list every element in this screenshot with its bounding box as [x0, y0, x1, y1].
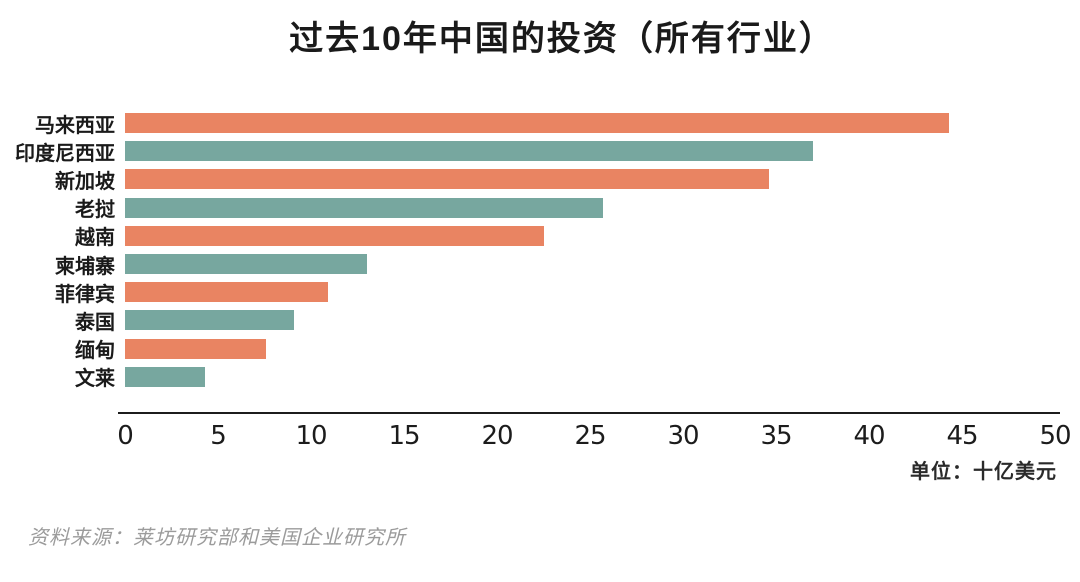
bar-rows: 马来西亚印度尼西亚新加坡老挝越南柬埔寨菲律宾泰国缅甸文莱: [0, 109, 1080, 391]
bar: [125, 366, 205, 387]
category-label: 印度尼西亚: [15, 142, 115, 165]
category-label: 缅甸: [75, 340, 115, 363]
bar-row: 马来西亚: [0, 109, 1080, 137]
bar: [125, 225, 544, 246]
bar-row: 印度尼西亚: [0, 137, 1080, 165]
category-label: 新加坡: [55, 170, 115, 193]
x-axis-tick-label: 45: [946, 421, 978, 451]
x-axis-tick-label: 5: [210, 421, 227, 451]
bar-row: 菲律宾: [0, 278, 1080, 306]
x-axis-ticks: 0 5 10 15 20 25 30 35 40 45 50: [0, 421, 1080, 455]
x-axis-tick-label: 50: [1039, 421, 1071, 451]
x-axis-tick-label: 10: [295, 421, 327, 451]
bar-track: [125, 282, 1055, 303]
x-axis-tick-label: 40: [853, 421, 885, 451]
bar-row: 老挝: [0, 194, 1080, 222]
bar-track: [125, 225, 1055, 246]
bar-track: [125, 338, 1055, 359]
bar: [125, 310, 295, 331]
bar-track: [125, 113, 1055, 134]
bar-row: 文莱: [0, 363, 1080, 391]
bar-track: [125, 141, 1055, 162]
bar-row: 泰国: [0, 306, 1080, 334]
bar-track: [125, 254, 1055, 275]
category-label: 马来西亚: [35, 114, 115, 137]
x-axis-tick-label: 15: [388, 421, 420, 451]
category-label: 越南: [75, 227, 115, 250]
chart-title: 过去10年中国的投资（所有行业）: [289, 20, 835, 58]
x-axis-tick-label: 25: [574, 421, 606, 451]
category-label: 老挝: [75, 199, 115, 222]
bar-track: [125, 169, 1055, 190]
bar-track: [125, 310, 1055, 331]
source-note: 资料来源：莱坊研究部和美国企业研究所: [28, 527, 406, 549]
x-axis-tick-label: 35: [760, 421, 792, 451]
bar: [125, 197, 604, 218]
category-label: 菲律宾: [55, 283, 115, 306]
bar-row: 缅甸: [0, 335, 1080, 363]
x-axis-tick-label: 0: [117, 421, 134, 451]
bar: [125, 254, 367, 275]
bar: [125, 141, 814, 162]
x-axis-line: [118, 412, 1060, 414]
category-label: 文莱: [75, 368, 115, 391]
bar: [125, 338, 267, 359]
bar: [125, 282, 328, 303]
bar: [125, 169, 769, 190]
bar-track: [125, 197, 1055, 218]
bar: [125, 113, 949, 134]
bar-row: 柬埔寨: [0, 250, 1080, 278]
bar-row: 新加坡: [0, 165, 1080, 193]
unit-note: 单位：十亿美元: [910, 461, 1057, 483]
bar-chart: 马来西亚印度尼西亚新加坡老挝越南柬埔寨菲律宾泰国缅甸文莱: [0, 109, 1080, 391]
category-label: 泰国: [75, 311, 115, 334]
x-axis-tick-label: 30: [667, 421, 699, 451]
bar-row: 越南: [0, 222, 1080, 250]
x-axis-tick-label: 20: [481, 421, 513, 451]
category-label: 柬埔寨: [55, 255, 115, 278]
bar-track: [125, 366, 1055, 387]
